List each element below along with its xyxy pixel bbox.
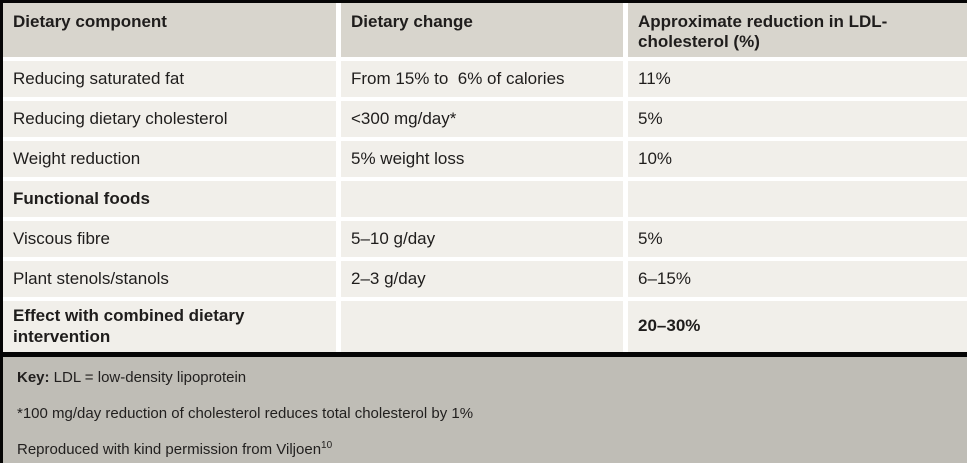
cell-text: Reducing dietary cholesterol <box>13 108 228 128</box>
cell-text: 11% <box>638 68 671 88</box>
cell-text: 20–30% <box>638 316 701 336</box>
cell-text: 2–3 g/day <box>351 268 426 288</box>
table-cell-reduction: 10% <box>628 141 967 177</box>
table-cell-reduction: 11% <box>628 61 967 97</box>
cell-text: Viscous fibre <box>13 228 111 248</box>
cell-text: Weight reduction <box>13 148 141 168</box>
table-cell-change: 5–10 g/day <box>341 221 623 257</box>
cell-text: 5% <box>638 108 663 128</box>
table-cell-reduction <box>628 181 967 217</box>
table-cell-component: Viscous fibre <box>3 221 336 257</box>
table-cell-component: Reducing dietary cholesterol <box>3 101 336 137</box>
table-section-heading: Functional foods <box>3 181 336 217</box>
cell-text: 5% <box>638 228 663 248</box>
key-text: LDL = low-density lipoprotein <box>49 369 247 386</box>
cell-text: From 15% to 6% of calories <box>351 68 565 88</box>
table-cell-reduction: 5% <box>628 101 967 137</box>
column-header-dietary-change: Dietary change <box>341 3 623 57</box>
attribution-line: Reproduced with kind permission from Vil… <box>17 440 967 459</box>
column-header-ldl-reduction: Approximate reduction in LDL-cholesterol… <box>628 3 967 57</box>
table-cell-component: Reducing saturated fat <box>3 61 336 97</box>
table-cell-reduction: 20–30% <box>628 301 967 352</box>
table-cell-component: Weight reduction <box>3 141 336 177</box>
table-cell-change <box>341 181 623 217</box>
cell-text: <300 mg/day* <box>351 108 457 128</box>
cell-text: 10% <box>638 148 673 168</box>
table-cell-reduction: 5% <box>628 221 967 257</box>
table-cell-component: Effect with combined dietary interventio… <box>3 301 336 352</box>
cell-text: Effect with combined dietary interventio… <box>13 306 250 346</box>
attribution-reference: 10 <box>321 440 333 451</box>
cell-text: Functional foods <box>13 188 150 208</box>
column-header-label: Dietary component <box>13 12 167 31</box>
table-cell-change: From 15% to 6% of calories <box>341 61 623 97</box>
table-cell-change: <300 mg/day* <box>341 101 623 137</box>
table-cell-change: 2–3 g/day <box>341 261 623 297</box>
cell-text: Plant stenols/stanols <box>13 268 169 288</box>
table-cell-change <box>341 301 623 352</box>
cell-text: 5–10 g/day <box>351 228 436 248</box>
table-cell-component: Plant stenols/stanols <box>3 261 336 297</box>
table-grid: Dietary component Dietary change Approxi… <box>3 3 967 352</box>
footer-divider <box>3 352 967 357</box>
column-header-label: Approximate reduction in LDL-cholesterol… <box>638 12 888 52</box>
key-line: Key: LDL = low-density lipoprotein <box>17 369 967 386</box>
footnote-line: *100 mg/day reduction of cholesterol red… <box>17 405 474 422</box>
cell-text: Reducing saturated fat <box>13 68 185 88</box>
attribution-text: Reproduced with kind permission from Vil… <box>17 441 322 458</box>
table-footer: Key: LDL = low-density lipoprotein *100 … <box>3 357 967 463</box>
column-header-label: Dietary change <box>351 12 473 31</box>
table-cell-change: 5% weight loss <box>341 141 623 177</box>
cell-text: 5% weight loss <box>351 148 465 168</box>
cell-text: 6–15% <box>638 268 691 288</box>
key-label: Key: <box>17 369 50 386</box>
table-cell-reduction: 6–15% <box>628 261 967 297</box>
column-header-dietary-component: Dietary component <box>3 3 336 57</box>
